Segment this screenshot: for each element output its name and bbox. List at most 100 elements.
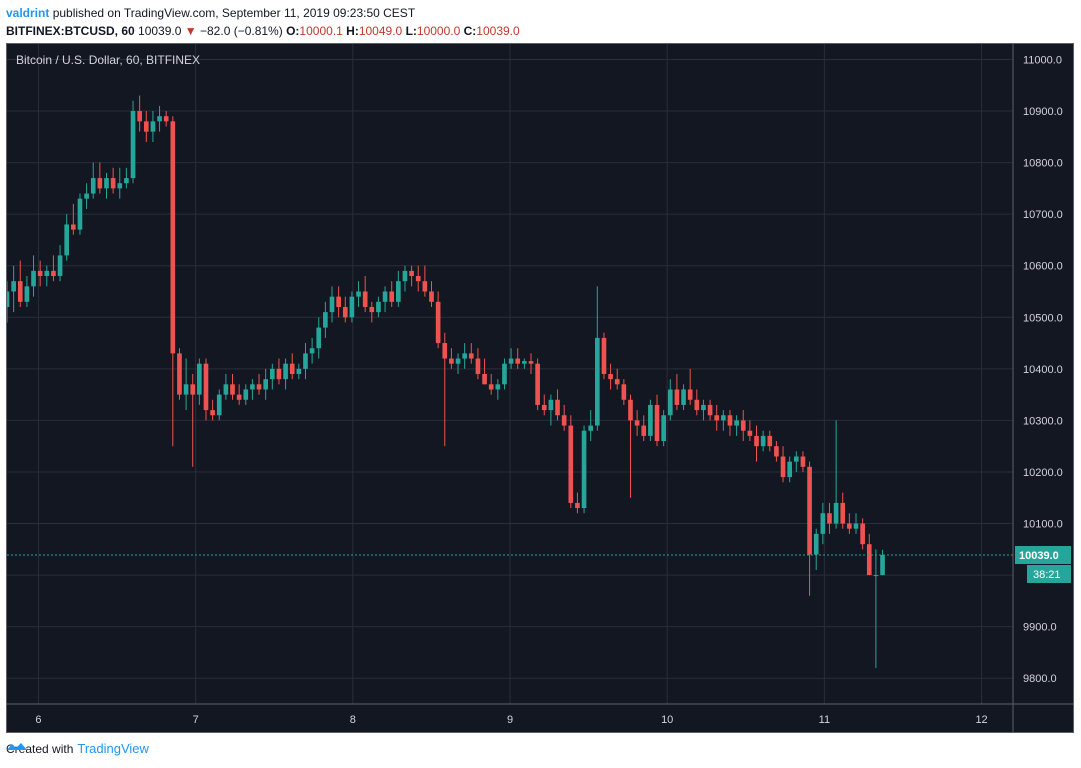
grid-lines [7, 44, 1013, 704]
candle-body [356, 291, 361, 297]
candle-body [230, 384, 235, 395]
chart-container[interactable]: 11000.0 10900.0 10800.0 10700.0 10600.0 10500… [6, 43, 1074, 733]
price-tick-label: 10700.0 [1023, 209, 1063, 221]
candle-body [177, 353, 182, 395]
high-label: H: [346, 24, 359, 38]
candle-body [754, 435, 759, 447]
candle-body [608, 374, 613, 380]
candle-body [853, 523, 859, 529]
candle-body [256, 384, 262, 390]
candle-body [289, 363, 295, 374]
candle-body [37, 270, 43, 277]
candle-body [674, 389, 680, 405]
candle-body [117, 183, 123, 189]
time-tick-label: 6 [35, 714, 41, 726]
open-label: O: [286, 24, 300, 38]
candle-body [575, 502, 580, 509]
candle-body [468, 353, 474, 359]
price-tick-label: 9900.0 [1023, 622, 1057, 634]
candle-body [561, 415, 567, 426]
candlestick-chart[interactable]: 11000.0 10900.0 10800.0 10700.0 10600.0 10500… [7, 44, 1073, 732]
candle-body [31, 270, 36, 287]
candle-body [595, 337, 600, 426]
candle-body [787, 461, 792, 478]
candle-body [681, 389, 686, 405]
candle-body [77, 198, 83, 230]
price-tag-label: 10039.0 [1019, 550, 1059, 562]
candle-body [661, 415, 666, 442]
candle-body [522, 361, 527, 364]
candle-body [210, 410, 215, 416]
candle-body [435, 301, 441, 344]
candle-body [296, 368, 302, 374]
candle-body [183, 384, 189, 395]
candle-body [316, 327, 322, 349]
time-tick-label: 10 [661, 714, 673, 726]
low-value: 10000.0 [416, 24, 461, 38]
candle-body [396, 281, 401, 302]
candle-body [813, 533, 819, 555]
candle-body [714, 415, 720, 421]
publish-line: valdrint published on TradingView.com, S… [6, 4, 520, 22]
candle-body [601, 337, 607, 374]
author-link[interactable]: valdrint [6, 6, 50, 20]
candle-body [409, 270, 414, 277]
close-value: 10039.0 [476, 24, 520, 38]
candle-body [860, 523, 865, 545]
price-tag-box [1015, 545, 1071, 564]
price-tick-label: 10300.0 [1023, 415, 1063, 427]
candle-body [455, 358, 461, 364]
candle-body [581, 430, 587, 509]
candle-body [24, 286, 30, 302]
countdown-label: 38:21 [1033, 569, 1061, 581]
time-axis[interactable]: 6 7 8 9 10 11 12 [35, 714, 987, 726]
candle-body [721, 415, 726, 421]
price-tick-label: 10600.0 [1023, 261, 1063, 273]
low-label: L: [405, 24, 417, 38]
candle-body [807, 466, 812, 555]
candle-body [840, 502, 846, 524]
price-axis[interactable]: 11000.0 10900.0 10800.0 10700.0 10600.0 10500… [1023, 54, 1063, 685]
candle-body [760, 435, 766, 447]
candle-body [528, 361, 534, 364]
candle-body [780, 456, 786, 478]
candle-body [250, 384, 255, 390]
candle-body [216, 394, 222, 416]
candle-body [641, 425, 647, 436]
candle-body [57, 255, 63, 277]
price-tick-label: 10900.0 [1023, 106, 1063, 118]
candle-body [820, 513, 826, 534]
candle-body [276, 368, 282, 380]
candle-body [243, 389, 249, 400]
ohlc-line: BITFINEX:BTCUSD, 60 10039.0 ▼ −82.0 (−0.… [6, 22, 520, 40]
time-tick-label: 11 [819, 714, 830, 726]
price-tick-label: 10400.0 [1023, 364, 1063, 376]
tradingview-brand[interactable]: TradingView [77, 741, 149, 756]
candle-body [866, 544, 872, 576]
candle-body [137, 111, 142, 122]
last-price: 10039.0 [138, 24, 182, 38]
candle-body [90, 178, 96, 194]
candle-body [269, 368, 275, 380]
candle-body [197, 363, 202, 395]
candle-body [621, 384, 627, 400]
candle-body [283, 363, 288, 380]
time-tick-label: 8 [350, 714, 356, 726]
candle-body [707, 404, 713, 416]
candle-body [124, 178, 129, 184]
candle-body [163, 116, 169, 122]
candle-body [793, 456, 799, 462]
candle-body [110, 178, 116, 189]
candle-body [747, 430, 753, 436]
candle-body [84, 193, 89, 199]
candle-body [349, 296, 355, 318]
candle-body [634, 420, 640, 426]
candle-body [767, 435, 773, 447]
candle-body [143, 121, 149, 132]
current-price-tag: 10039.0 38:21 [1015, 545, 1071, 583]
candle-body [482, 374, 487, 385]
candle-body [11, 281, 16, 292]
candle-body [827, 513, 832, 524]
candle-body [535, 363, 540, 405]
tradingview-logo-icon [7, 743, 27, 750]
